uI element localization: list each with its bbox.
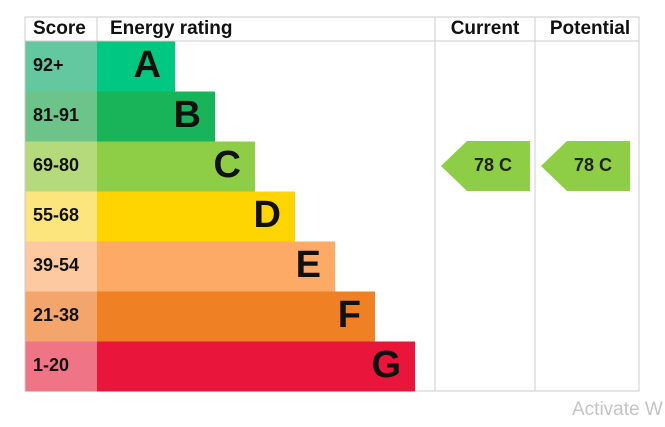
score-cell	[25, 241, 97, 292]
score-cell	[25, 141, 97, 192]
header-current: Current	[451, 18, 520, 39]
header-score: Score	[33, 18, 86, 39]
score-label: 21-38	[33, 305, 79, 325]
score-cell	[25, 41, 97, 92]
current-rating: 78 C	[474, 155, 512, 175]
band-letter: A	[134, 44, 161, 86]
band-letter: D	[254, 194, 281, 236]
current-arrow	[441, 141, 530, 191]
score-label: 69-80	[33, 155, 79, 175]
score-label: 81-91	[33, 105, 79, 125]
rating-bar	[97, 91, 215, 142]
score-label: 55-68	[33, 205, 79, 225]
watermark: Activate W	[572, 399, 663, 420]
score-label: 1-20	[33, 355, 69, 375]
rating-bar	[97, 341, 415, 392]
band-letter: C	[214, 144, 241, 186]
band-letter: E	[296, 244, 321, 286]
band-letter: F	[338, 294, 361, 336]
header-rating: Energy rating	[110, 18, 232, 39]
header-potential: Potential	[550, 18, 630, 39]
potential-rating: 78 C	[574, 155, 612, 175]
band-letter: G	[371, 344, 401, 386]
score-label: 92+	[33, 55, 64, 75]
score-cell	[25, 91, 97, 142]
score-cell	[25, 291, 97, 342]
rating-bar	[97, 191, 295, 242]
score-label: 39-54	[33, 255, 79, 275]
potential-arrow	[541, 141, 630, 191]
score-cell	[25, 341, 97, 392]
band-letter: B	[174, 94, 201, 136]
rating-bar	[97, 291, 375, 342]
rating-bar	[97, 241, 335, 292]
rating-bar	[97, 41, 175, 92]
rating-bar	[97, 141, 255, 192]
score-cell	[25, 191, 97, 242]
